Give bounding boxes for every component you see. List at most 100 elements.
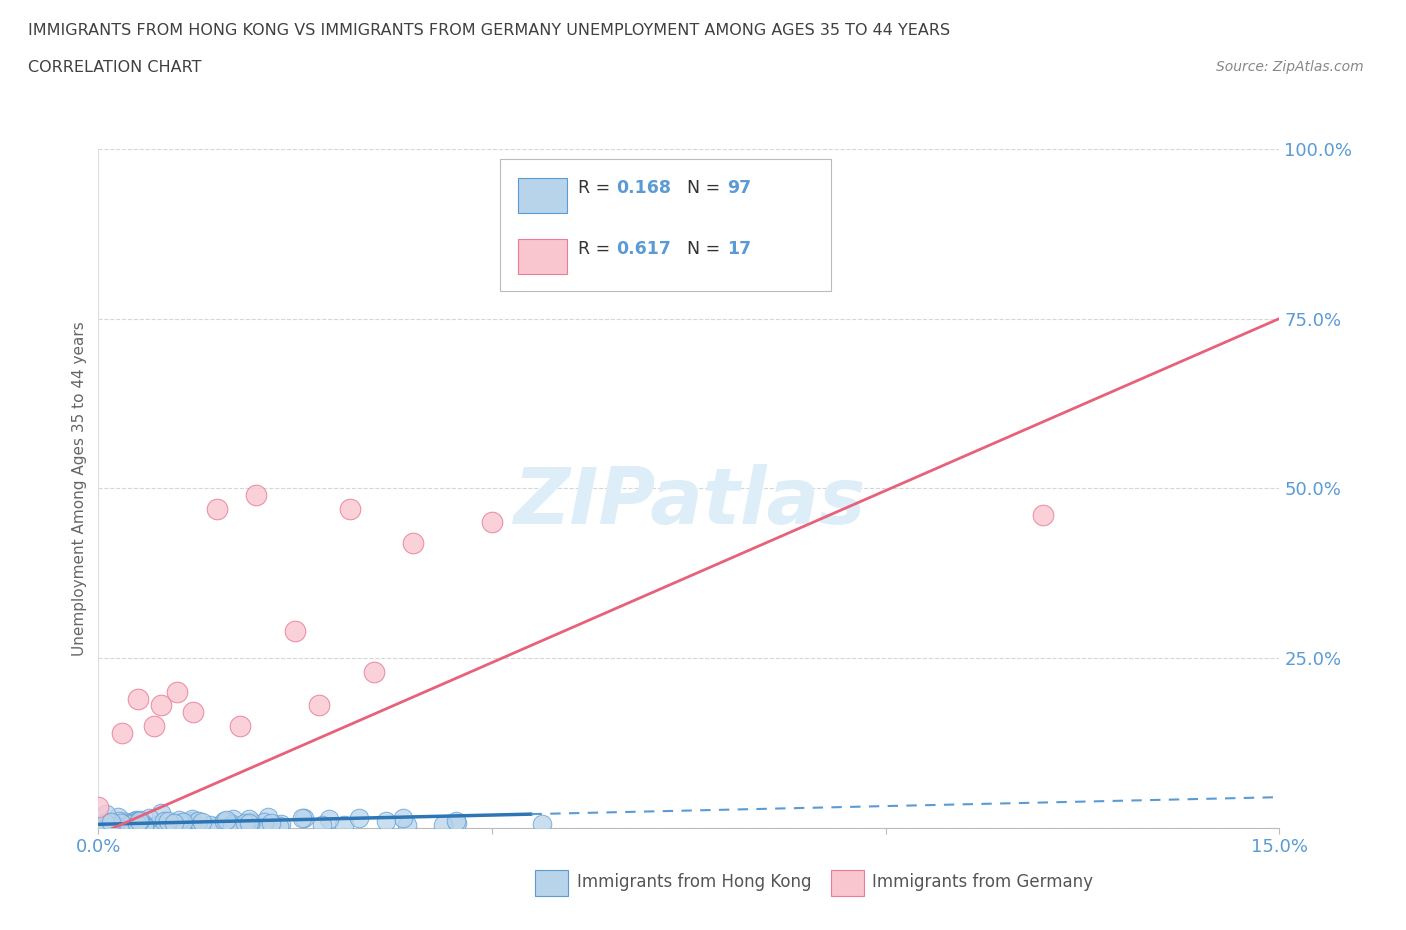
Text: R =: R = <box>578 179 616 197</box>
Point <box>97 816 120 830</box>
FancyBboxPatch shape <box>831 870 863 896</box>
Point <box>198 817 221 832</box>
Text: 0.168: 0.168 <box>616 179 671 197</box>
Point <box>180 812 202 827</box>
Point <box>260 816 283 830</box>
Point <box>311 817 333 832</box>
Text: 17: 17 <box>727 240 751 259</box>
Point <box>118 817 141 831</box>
Point <box>284 623 307 638</box>
Point <box>222 812 245 827</box>
Point <box>444 814 467 829</box>
Point <box>181 705 204 720</box>
Point <box>187 813 209 828</box>
Text: ZIPatlas: ZIPatlas <box>513 464 865 539</box>
Point <box>221 817 243 831</box>
Point <box>215 812 238 827</box>
Point <box>108 814 131 829</box>
Point <box>108 818 131 833</box>
Point <box>145 818 167 833</box>
FancyBboxPatch shape <box>517 178 567 213</box>
Point <box>150 698 173 713</box>
Point <box>432 817 454 832</box>
Point <box>339 501 361 516</box>
Point <box>157 819 180 834</box>
Point <box>531 817 554 831</box>
Point <box>132 818 155 833</box>
Point <box>94 815 117 830</box>
Text: Immigrants from Hong Kong: Immigrants from Hong Kong <box>576 873 811 891</box>
Text: IMMIGRANTS FROM HONG KONG VS IMMIGRANTS FROM GERMANY UNEMPLOYMENT AMONG AGES 35 : IMMIGRANTS FROM HONG KONG VS IMMIGRANTS … <box>28 23 950 38</box>
Point <box>318 811 340 826</box>
Point <box>308 698 330 713</box>
Point <box>96 806 118 821</box>
Point <box>121 817 143 831</box>
Point <box>100 817 122 831</box>
Point <box>149 805 172 820</box>
Point <box>162 818 184 833</box>
FancyBboxPatch shape <box>517 239 567 274</box>
Point <box>134 818 156 833</box>
Point <box>90 819 112 834</box>
Point <box>481 515 503 530</box>
Point <box>100 815 122 830</box>
Point <box>97 815 120 830</box>
Point <box>166 684 188 699</box>
Point <box>153 813 176 828</box>
Point <box>91 819 114 834</box>
Point <box>291 811 314 826</box>
Point <box>333 817 356 832</box>
Point <box>205 818 228 833</box>
Point <box>1032 508 1054 523</box>
Point <box>163 816 186 830</box>
Point <box>267 819 290 834</box>
Point <box>87 800 110 815</box>
Point <box>292 811 315 826</box>
Point <box>162 819 184 834</box>
Point <box>180 814 202 829</box>
Point <box>402 535 425 550</box>
Y-axis label: Unemployment Among Ages 35 to 44 years: Unemployment Among Ages 35 to 44 years <box>72 321 87 656</box>
Point <box>111 814 134 829</box>
Point <box>125 818 148 833</box>
Point <box>87 818 110 833</box>
Point <box>256 810 278 825</box>
Point <box>96 817 118 831</box>
Point <box>239 817 262 832</box>
Point <box>179 817 201 832</box>
Point <box>245 817 267 832</box>
Point <box>391 810 413 825</box>
Point <box>100 819 122 834</box>
Point <box>221 818 243 833</box>
Point <box>233 816 256 830</box>
Point <box>110 816 132 830</box>
Point <box>167 813 190 828</box>
Text: R =: R = <box>578 240 616 259</box>
Text: N =: N = <box>686 240 725 259</box>
Point <box>142 718 165 733</box>
Point <box>104 820 127 835</box>
Point <box>124 813 146 828</box>
Point <box>238 812 260 827</box>
Point <box>169 816 191 830</box>
Point <box>135 817 157 832</box>
Point <box>183 818 205 833</box>
Point <box>163 818 186 833</box>
Point <box>107 809 129 824</box>
Point <box>132 818 155 833</box>
Point <box>104 816 127 830</box>
Point <box>395 817 418 832</box>
Point <box>110 818 132 833</box>
Point <box>214 816 236 830</box>
Point <box>157 814 180 829</box>
Text: N =: N = <box>686 179 725 197</box>
Point <box>111 725 134 740</box>
Point <box>94 816 117 830</box>
Point <box>125 817 148 831</box>
Point <box>120 816 142 830</box>
Point <box>191 815 214 830</box>
Text: CORRELATION CHART: CORRELATION CHART <box>28 60 201 75</box>
Point <box>212 814 235 829</box>
Point <box>128 814 150 829</box>
Point <box>205 501 228 516</box>
